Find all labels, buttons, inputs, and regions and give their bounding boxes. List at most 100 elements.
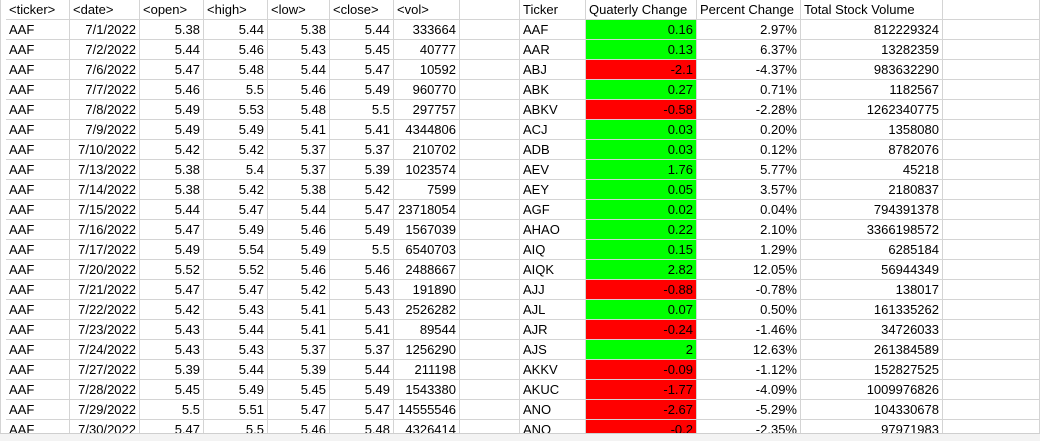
table-cell[interactable]: 5.43	[204, 300, 268, 320]
table-cell[interactable]: 161335262	[801, 300, 943, 320]
table-cell[interactable]: 6540703	[394, 240, 460, 260]
table-cell[interactable]: 5.46	[140, 80, 204, 100]
horizontal-scrollbar[interactable]	[0, 433, 1040, 441]
empty-cell[interactable]	[460, 100, 520, 120]
empty-cell[interactable]	[460, 180, 520, 200]
table-cell[interactable]: 1182567	[801, 80, 943, 100]
table-cell[interactable]: 7/21/2022	[70, 280, 140, 300]
empty-cell[interactable]	[943, 360, 1040, 380]
table-cell[interactable]: 5.44	[140, 40, 204, 60]
table-cell[interactable]: AJS	[520, 340, 586, 360]
empty-cell[interactable]	[943, 180, 1040, 200]
quarterly-change-cell[interactable]: 0.05	[586, 180, 697, 200]
table-cell[interactable]: 5.41	[330, 320, 394, 340]
table-cell[interactable]: 5.49	[140, 100, 204, 120]
table-cell[interactable]: 5.38	[268, 180, 330, 200]
table-cell[interactable]: AAF	[6, 160, 70, 180]
empty-cell[interactable]	[460, 60, 520, 80]
table-cell[interactable]: 5.52	[204, 260, 268, 280]
table-cell[interactable]: 7/29/2022	[70, 400, 140, 420]
table-cell[interactable]: 1.29%	[697, 240, 801, 260]
table-cell[interactable]: 89544	[394, 320, 460, 340]
table-cell[interactable]: 5.44	[204, 20, 268, 40]
table-cell[interactable]: 0.71%	[697, 80, 801, 100]
table-cell[interactable]: 794391378	[801, 200, 943, 220]
table-cell[interactable]: 5.42	[268, 280, 330, 300]
table-cell[interactable]: 5.49	[330, 80, 394, 100]
quarterly-change-cell[interactable]: 0.02	[586, 200, 697, 220]
table-cell[interactable]: AEY	[520, 180, 586, 200]
table-cell[interactable]: 5.39	[330, 160, 394, 180]
table-cell[interactable]: 5.47	[268, 400, 330, 420]
table-cell[interactable]: 104330678	[801, 400, 943, 420]
table-cell[interactable]: 0.20%	[697, 120, 801, 140]
table-cell[interactable]: 5.49	[140, 120, 204, 140]
table-cell[interactable]: 1262340775	[801, 100, 943, 120]
table-cell[interactable]: 0.12%	[697, 140, 801, 160]
table-cell[interactable]: 5.42	[330, 180, 394, 200]
table-cell[interactable]: 5.38	[140, 160, 204, 180]
table-cell[interactable]: 5.47	[204, 280, 268, 300]
table-cell[interactable]: AKKV	[520, 360, 586, 380]
table-cell[interactable]: 1023574	[394, 160, 460, 180]
empty-cell[interactable]	[460, 120, 520, 140]
table-cell[interactable]: 7599	[394, 180, 460, 200]
table-cell[interactable]: AAF	[6, 260, 70, 280]
empty-cell[interactable]	[943, 140, 1040, 160]
table-cell[interactable]: 7/1/2022	[70, 20, 140, 40]
table-cell[interactable]: 960770	[394, 80, 460, 100]
table-cell[interactable]: -5.29%	[697, 400, 801, 420]
quarterly-change-cell[interactable]: -1.77	[586, 380, 697, 400]
table-cell[interactable]: 8782076	[801, 140, 943, 160]
table-cell[interactable]: 5.48	[268, 100, 330, 120]
table-cell[interactable]: 5.43	[140, 340, 204, 360]
table-cell[interactable]: 5.47	[140, 60, 204, 80]
table-cell[interactable]: 7/14/2022	[70, 180, 140, 200]
table-cell[interactable]: -2.28%	[697, 100, 801, 120]
table-cell[interactable]: 10592	[394, 60, 460, 80]
table-cell[interactable]: AAF	[6, 280, 70, 300]
table-cell[interactable]: 297757	[394, 100, 460, 120]
table-cell[interactable]: ABK	[520, 80, 586, 100]
empty-cell[interactable]	[943, 300, 1040, 320]
quarterly-change-cell[interactable]: 0.22	[586, 220, 697, 240]
table-cell[interactable]: 5.44	[204, 360, 268, 380]
table-cell[interactable]: 7/9/2022	[70, 120, 140, 140]
table-cell[interactable]: 5.46	[268, 80, 330, 100]
table-cell[interactable]: AAF	[520, 20, 586, 40]
table-cell[interactable]: 191890	[394, 280, 460, 300]
header-cell[interactable]: <close>	[330, 0, 394, 20]
table-cell[interactable]: 5.44	[330, 20, 394, 40]
empty-cell[interactable]	[943, 120, 1040, 140]
table-cell[interactable]: 7/22/2022	[70, 300, 140, 320]
table-cell[interactable]: 5.41	[330, 120, 394, 140]
header-cell[interactable]: Quaterly Change	[586, 0, 697, 20]
table-cell[interactable]: 4344806	[394, 120, 460, 140]
table-cell[interactable]: AJR	[520, 320, 586, 340]
table-cell[interactable]: 5.49	[140, 240, 204, 260]
table-cell[interactable]: 5.42	[204, 180, 268, 200]
empty-cell[interactable]	[460, 400, 520, 420]
table-cell[interactable]: AGF	[520, 200, 586, 220]
table-cell[interactable]: AAF	[6, 20, 70, 40]
table-cell[interactable]: 5.5	[330, 100, 394, 120]
empty-cell[interactable]	[460, 200, 520, 220]
table-cell[interactable]: AAF	[6, 140, 70, 160]
table-cell[interactable]: AAF	[6, 60, 70, 80]
empty-cell[interactable]	[460, 360, 520, 380]
quarterly-change-cell[interactable]: 0.27	[586, 80, 697, 100]
quarterly-change-cell[interactable]: -0.88	[586, 280, 697, 300]
table-cell[interactable]: 5.45	[330, 40, 394, 60]
table-cell[interactable]: 5.5	[140, 400, 204, 420]
empty-cell[interactable]	[943, 0, 1040, 20]
table-cell[interactable]: 5.39	[268, 360, 330, 380]
table-cell[interactable]: AAF	[6, 340, 70, 360]
quarterly-change-cell[interactable]: 0.03	[586, 140, 697, 160]
quarterly-change-cell[interactable]: 1.76	[586, 160, 697, 180]
table-cell[interactable]: AAF	[6, 100, 70, 120]
table-cell[interactable]: 5.44	[268, 60, 330, 80]
table-cell[interactable]: AAF	[6, 320, 70, 340]
empty-cell[interactable]	[943, 240, 1040, 260]
table-cell[interactable]: 1358080	[801, 120, 943, 140]
table-cell[interactable]: AIQK	[520, 260, 586, 280]
